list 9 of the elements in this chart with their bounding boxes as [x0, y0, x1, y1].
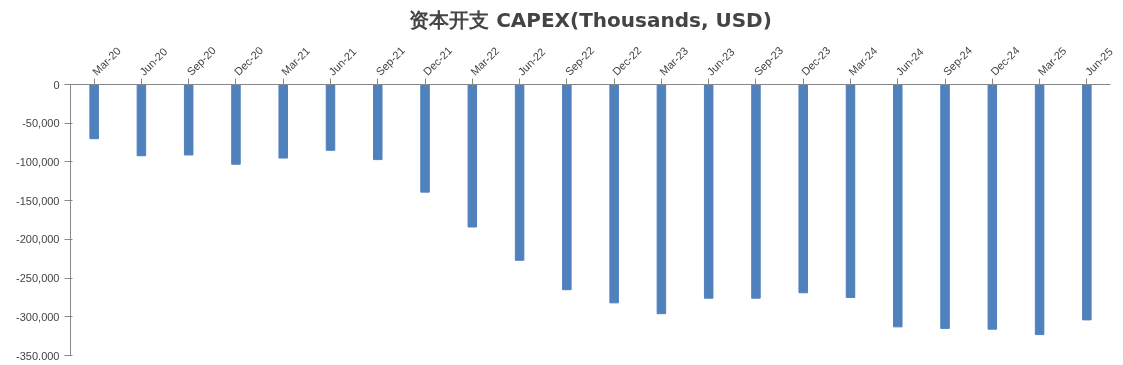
- y-tick-label: -300,000: [16, 310, 60, 323]
- y-tick-label: -250,000: [16, 272, 60, 285]
- y-tick-label: -350,000: [16, 349, 60, 362]
- chart-title: 资本开支 CAPEX(Thousands, USD): [409, 7, 772, 32]
- y-tick-label: -150,000: [16, 194, 60, 207]
- y-tick-label: -200,000: [16, 233, 60, 246]
- y-tick-label: -100,000: [16, 155, 60, 168]
- y-tick-label: 0: [53, 78, 60, 91]
- y-tick-label: -50,000: [22, 117, 60, 130]
